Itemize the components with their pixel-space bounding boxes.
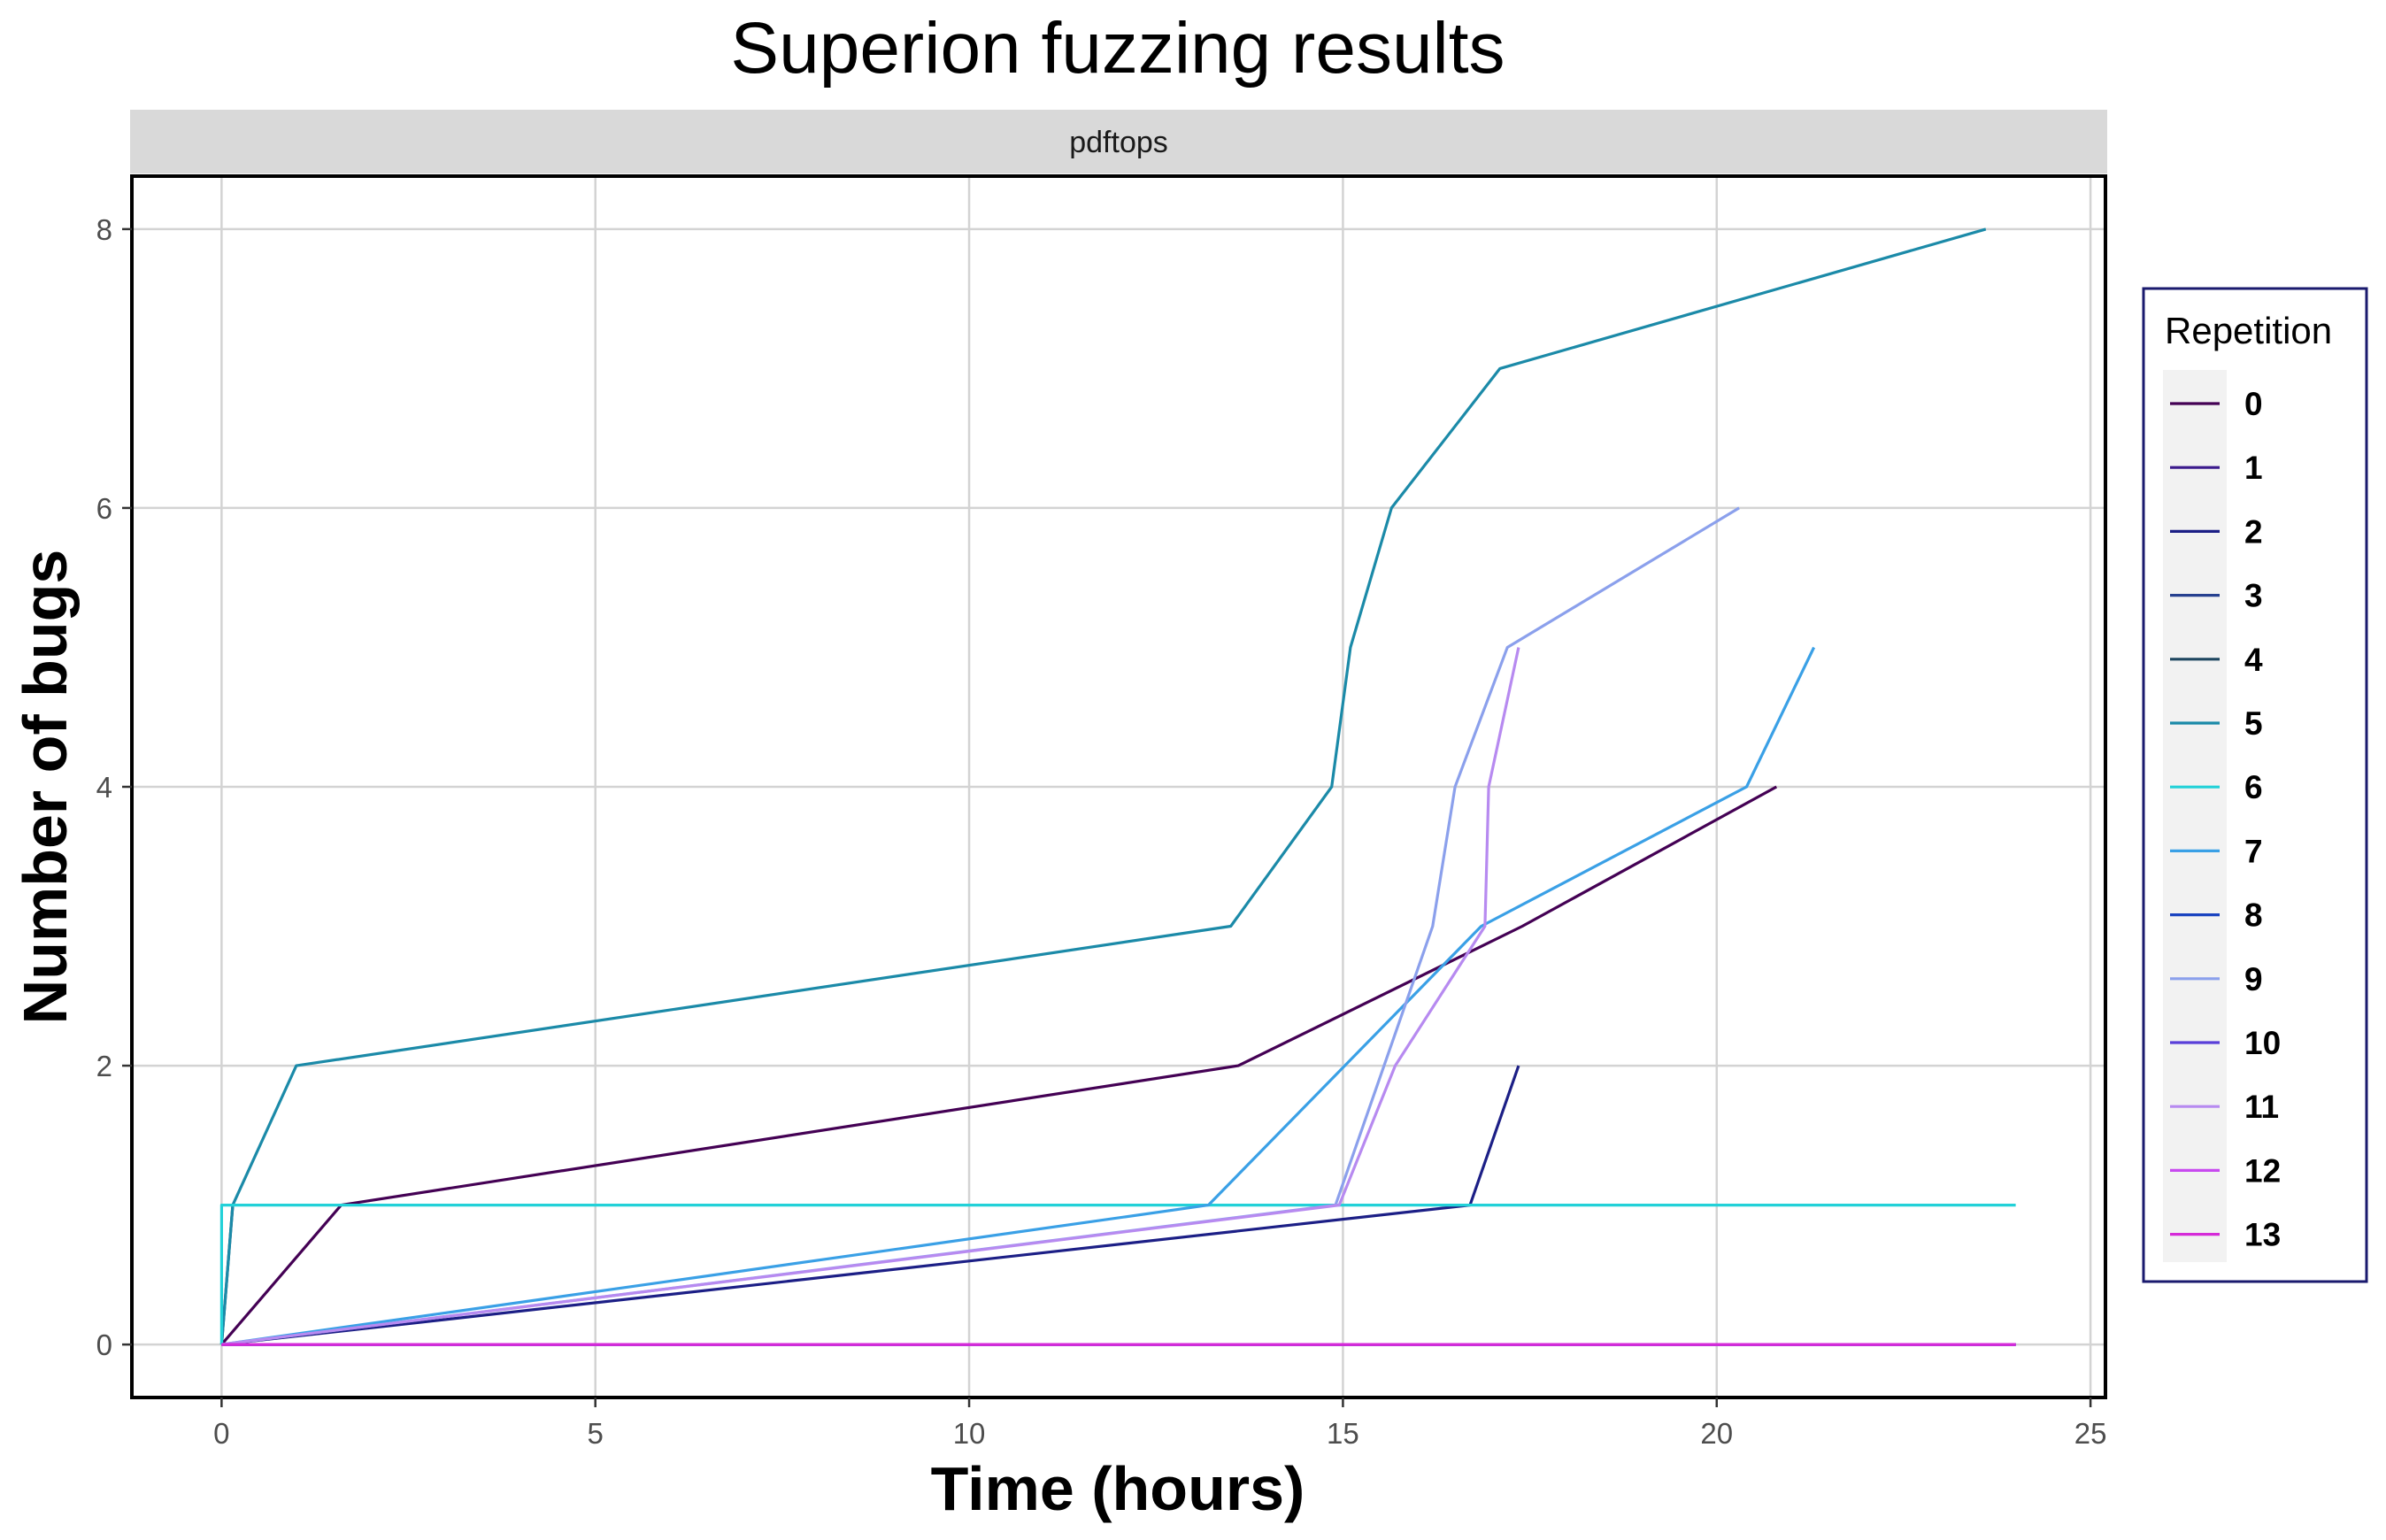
axes: 0 5 10 15 20 25 0 2 4 6 8 bbox=[96, 213, 2107, 1450]
facet-label: pdftops bbox=[1069, 126, 1168, 159]
legend-label-0: 0 bbox=[2244, 386, 2263, 422]
series-line-6 bbox=[219, 1203, 2016, 1345]
legend-title: Repetition bbox=[2165, 310, 2332, 351]
x-tick-label: 0 bbox=[213, 1417, 229, 1450]
x-tick-label: 15 bbox=[1327, 1417, 1359, 1450]
series-line-0 bbox=[220, 785, 1778, 1346]
legend-label-11: 11 bbox=[2244, 1089, 2279, 1125]
y-tick-label: 0 bbox=[96, 1328, 112, 1361]
legend-label-12: 12 bbox=[2244, 1152, 2281, 1189]
legend-label-13: 13 bbox=[2244, 1217, 2281, 1253]
x-tick-label: 10 bbox=[953, 1417, 986, 1450]
chart-title: Superion fuzzing results bbox=[730, 8, 1505, 89]
legend-label-1: 1 bbox=[2244, 450, 2263, 486]
legend-label-6: 6 bbox=[2244, 769, 2263, 805]
y-tick-label: 4 bbox=[96, 771, 112, 804]
x-tick-label: 25 bbox=[2074, 1417, 2107, 1450]
y-tick-label: 8 bbox=[96, 213, 112, 246]
legend-label-2: 2 bbox=[2244, 513, 2263, 550]
legend-label-7: 7 bbox=[2244, 833, 2263, 869]
x-tick-label: 20 bbox=[1700, 1417, 1733, 1450]
y-tick-label: 2 bbox=[96, 1050, 112, 1082]
legend-label-5: 5 bbox=[2244, 705, 2263, 742]
facet-strip bbox=[130, 110, 2107, 173]
legend-label-8: 8 bbox=[2244, 897, 2263, 934]
series-line-11 bbox=[221, 647, 1520, 1346]
legend-label-10: 10 bbox=[2244, 1025, 2281, 1061]
legend-label-3: 3 bbox=[2244, 578, 2263, 614]
legend-key-background bbox=[2163, 370, 2227, 1262]
y-axis-title: Number of bugs bbox=[11, 550, 80, 1025]
y-tick-label: 6 bbox=[96, 492, 112, 525]
legend-label-4: 4 bbox=[2244, 642, 2263, 678]
series-line-5 bbox=[219, 227, 1987, 1345]
x-tick-label: 5 bbox=[588, 1417, 604, 1450]
series-line-7 bbox=[221, 646, 1816, 1346]
legend-label-9: 9 bbox=[2244, 961, 2263, 997]
series-layer bbox=[219, 227, 2016, 1346]
x-axis-title: Time (hours) bbox=[931, 1454, 1305, 1523]
